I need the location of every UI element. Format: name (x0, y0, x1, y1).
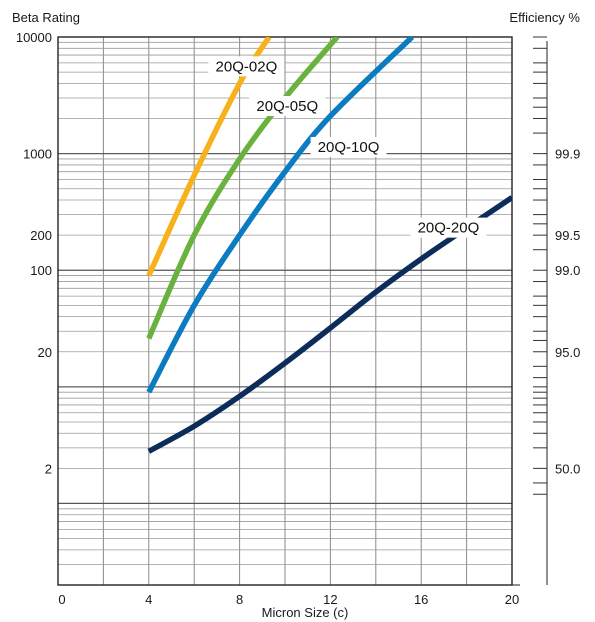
y-axis-label: Beta Rating (12, 10, 80, 25)
plot-frame (57, 36, 513, 586)
y2-tick-label: 99.0 (555, 263, 580, 278)
series-label: 20Q-10Q (318, 139, 380, 156)
efficiency-axis (504, 36, 548, 586)
series-label-background (410, 217, 487, 238)
x-tick-label: 0 (58, 592, 65, 607)
x-tick-label: 12 (323, 592, 337, 607)
series-label: 20Q-20Q (418, 220, 480, 237)
x-tick-label: 20 (505, 592, 519, 607)
x-tick-label: 16 (414, 592, 428, 607)
y-tick-label: 100 (30, 263, 52, 278)
x-tick-label: 8 (236, 592, 243, 607)
series-line-20q-10q (146, 37, 415, 394)
x-axis-label: Micron Size (c) (262, 605, 349, 620)
grid (58, 37, 512, 585)
y2-axis-label: Efficiency % (509, 10, 580, 25)
y-tick-label: 1000 (23, 147, 52, 162)
series-label-background (208, 56, 285, 77)
series-label: 20Q-02Q (216, 58, 278, 75)
y-tick-label: 10000 (16, 30, 52, 45)
x-tick-labels: 0 4 8 12 16 20 (58, 592, 519, 607)
y2-tick-label: 99.5 (555, 228, 580, 243)
y2-tick-label: 50.0 (555, 461, 580, 476)
y-tick-labels: 10000 1000 200 100 20 2 (16, 30, 52, 476)
series-line-20q-05q (146, 37, 340, 340)
series-label-background (310, 136, 387, 157)
y2-tick-label: 99.9 (555, 147, 580, 162)
series-label-background (249, 96, 326, 117)
series-labels: 20Q-02Q 20Q-05Q 20Q-10Q 20Q-20Q (208, 56, 487, 238)
y-tick-label: 200 (30, 228, 52, 243)
y2-tick-label: 95.0 (555, 345, 580, 360)
x-tick-label: 4 (145, 592, 152, 607)
series-label: 20Q-05Q (256, 98, 318, 115)
y-tick-label: 2 (45, 461, 52, 476)
y-tick-label: 20 (38, 345, 52, 360)
y2-tick-labels: 99.9 99.5 99.0 95.0 50.0 (555, 147, 580, 477)
